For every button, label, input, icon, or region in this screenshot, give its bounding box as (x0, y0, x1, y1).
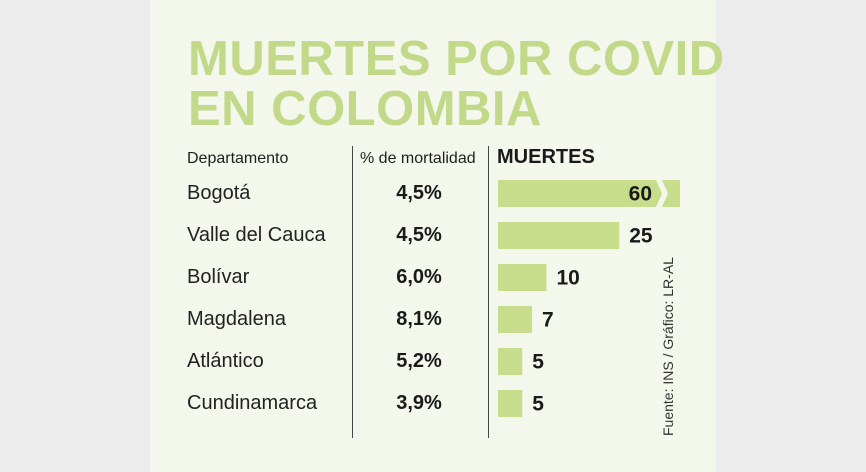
axis-break (656, 180, 668, 207)
title-line-1: MUERTES POR COVID (188, 32, 725, 86)
chart-title: MUERTES POR COVID EN COLOMBIA (188, 32, 725, 136)
category-label: Bogotá (187, 181, 251, 204)
column-divider-2 (488, 146, 489, 438)
mortality-rate: 3,9% (396, 391, 442, 414)
mortality-rate: 6,0% (396, 265, 442, 288)
mortality-rate: 4,5% (396, 181, 442, 204)
mortality-rate: 8,1% (396, 307, 442, 330)
category-label: Magdalena (187, 307, 286, 330)
mortality-rate: 4,5% (396, 223, 442, 246)
bar (498, 306, 532, 333)
value-label: 60 (629, 183, 652, 206)
title-line-2: EN COLOMBIA (188, 82, 542, 136)
value-label: 25 (629, 225, 653, 248)
category-label: Atlántico (187, 349, 264, 372)
value-label: 5 (532, 393, 544, 416)
header-departamento: Departamento (187, 150, 289, 167)
bar (498, 348, 523, 375)
category-label: Cundinamarca (187, 391, 318, 414)
source-credit: Fuente: INS / Gráfico: LR-AL (660, 257, 676, 436)
value-label: 5 (532, 351, 544, 374)
bar (498, 180, 680, 207)
column-divider-1 (352, 146, 353, 438)
header-muertes: MUERTES (497, 146, 595, 168)
value-label: 7 (542, 309, 554, 332)
value-label: 10 (557, 267, 580, 290)
header-mortalidad: % de mortalidad (360, 150, 476, 167)
bar (498, 264, 547, 291)
category-label: Bolívar (187, 265, 250, 288)
chart-panel (150, 0, 716, 472)
bar (498, 390, 523, 417)
mortality-rate: 5,2% (396, 349, 442, 372)
category-label: Valle del Cauca (187, 223, 326, 246)
bar (498, 222, 620, 249)
